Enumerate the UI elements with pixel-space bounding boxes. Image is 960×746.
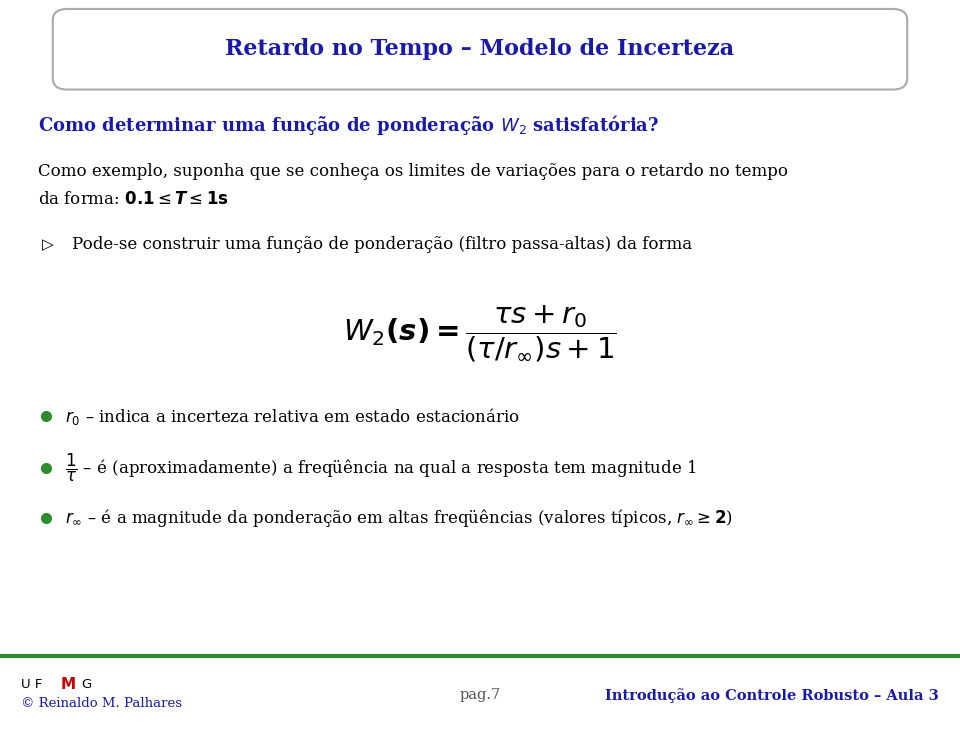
Text: $\boldsymbol{W_2(s) = \dfrac{\tau s + r_0}{(\tau/r_\infty)s + 1}}$: $\boldsymbol{W_2(s) = \dfrac{\tau s + r_… xyxy=(344,304,616,363)
Text: da forma: $\mathbf{0.1} \leq \boldsymbol{T} \leq \mathbf{1s}$: da forma: $\mathbf{0.1} \leq \boldsymbol… xyxy=(38,191,229,207)
Text: Μ: Μ xyxy=(60,677,76,692)
Text: $\dfrac{1}{\tau}$ – é (aproximadamente) a freqüência na qual a resposta tem magn: $\dfrac{1}{\tau}$ – é (aproximadamente) … xyxy=(65,451,697,484)
Text: pag.7: pag.7 xyxy=(460,689,500,702)
Text: © Reinaldo M. Palhares: © Reinaldo M. Palhares xyxy=(21,697,182,710)
Text: U F: U F xyxy=(21,677,42,691)
Text: Retardo no Tempo – Modelo de Incerteza: Retardo no Tempo – Modelo de Incerteza xyxy=(226,38,734,60)
Text: Introdução ao Controle Robusto – Aula 3: Introdução ao Controle Robusto – Aula 3 xyxy=(605,688,939,703)
Text: $r_0$ – indica a incerteza relativa em estado estacionário: $r_0$ – indica a incerteza relativa em e… xyxy=(65,406,520,427)
Text: $r_\infty$ – é a magnitude da ponderação em altas freqüências (valores típicos, : $r_\infty$ – é a magnitude da ponderação… xyxy=(65,507,733,530)
Text: Como determinar uma função de ponderação $\boldsymbol{W_2}$ satisfatória?: Como determinar uma função de ponderação… xyxy=(38,113,660,137)
Text: Pode-se construir uma função de ponderação (filtro passa-altas) da forma: Pode-se construir uma função de ponderaç… xyxy=(72,236,692,253)
Text: G: G xyxy=(82,677,92,691)
FancyBboxPatch shape xyxy=(53,9,907,90)
Text: Como exemplo, suponha que se conheça os limites de variações para o retardo no t: Como exemplo, suponha que se conheça os … xyxy=(38,163,788,180)
Text: $\triangleright$: $\triangleright$ xyxy=(41,236,55,253)
